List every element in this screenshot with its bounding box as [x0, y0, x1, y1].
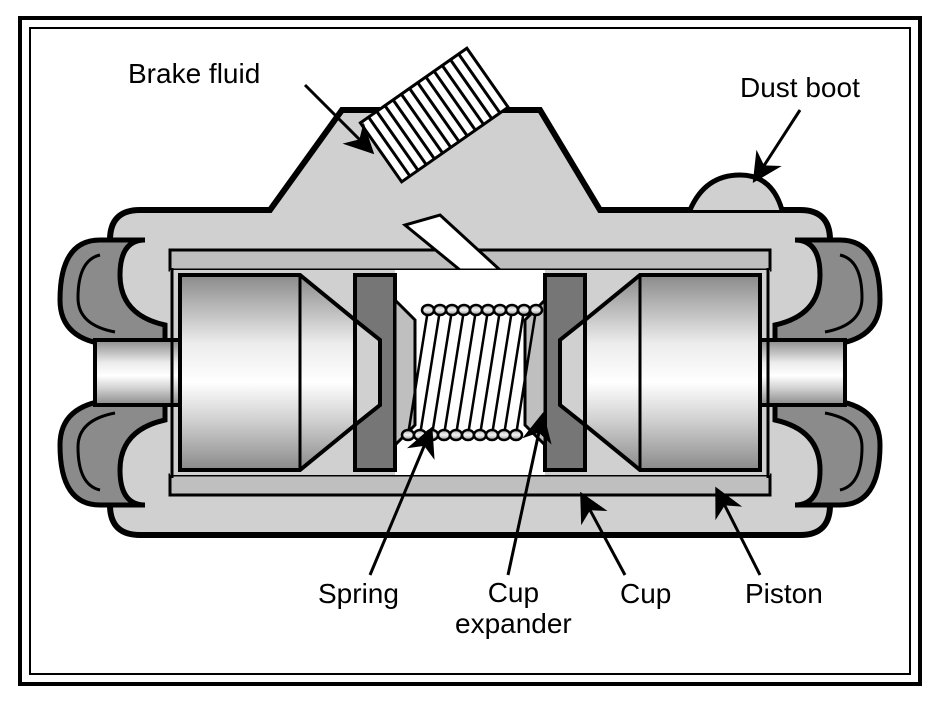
- label-brake-fluid: Brake fluid: [128, 58, 260, 90]
- bore-bottom-wall: [170, 475, 770, 495]
- cup-expander-left: [395, 300, 415, 445]
- arrow-dust-boot: [756, 110, 800, 178]
- label-piston: Piston: [745, 578, 823, 610]
- label-cup: Cup: [620, 578, 671, 610]
- label-cup-expander-l2: expander: [455, 608, 572, 639]
- label-spring: Spring: [318, 578, 399, 610]
- boss-top-right: [690, 175, 782, 210]
- label-dust-boot: Dust boot: [740, 72, 860, 104]
- label-cup-expander: Cup expander: [455, 578, 572, 640]
- label-cup-expander-l1: Cup: [488, 577, 539, 608]
